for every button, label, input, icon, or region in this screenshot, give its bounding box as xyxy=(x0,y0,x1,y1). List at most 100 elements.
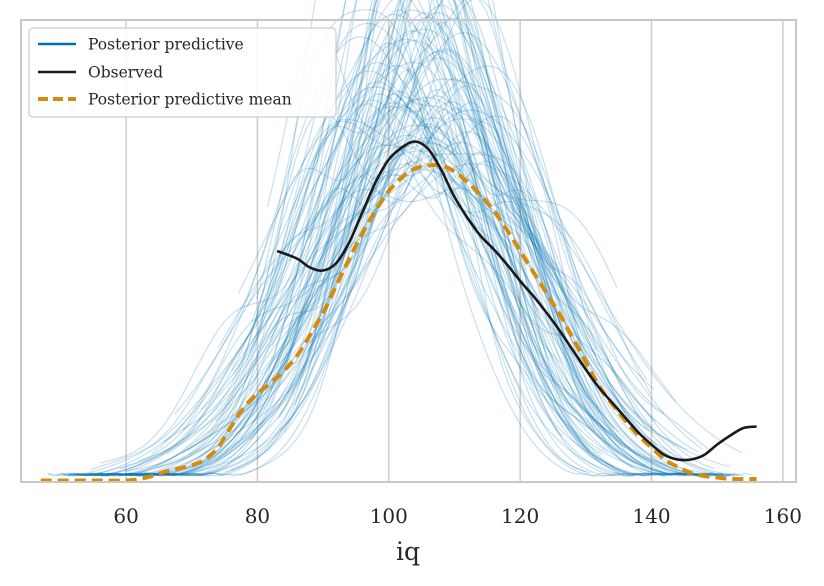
posterior-predictive-draw xyxy=(111,96,658,477)
posterior-predictive-draw xyxy=(125,86,613,473)
posterior-predictive-draw xyxy=(125,136,652,477)
posterior-predictive-draw xyxy=(99,103,744,476)
posterior-predictive-draw xyxy=(298,145,648,431)
posterior-predictive-draw xyxy=(84,140,703,477)
posterior-predictive-draw xyxy=(187,131,556,451)
legend: Posterior predictive Observed Posterior … xyxy=(28,27,337,118)
posterior-predictive-draw xyxy=(201,116,629,421)
posterior-predictive-draw xyxy=(289,81,671,476)
posterior-predictive-draw xyxy=(188,107,676,455)
posterior-predictive-draw xyxy=(223,57,730,477)
posterior-predictive-draw xyxy=(77,22,604,475)
posterior-predictive-draw xyxy=(279,78,583,432)
posterior-predictive-draw xyxy=(233,61,596,433)
posterior-predictive-draw xyxy=(67,20,601,477)
posterior-predictive-draw xyxy=(294,0,565,406)
posterior-predictive-draw xyxy=(230,0,711,477)
posterior-predictive-mean-line xyxy=(40,162,757,483)
posterior-predictive-draw xyxy=(70,0,669,477)
posterior-predictive-draw xyxy=(251,93,725,477)
x-tick-100: 100 xyxy=(370,504,408,528)
posterior-predictive-draw xyxy=(166,9,614,476)
posterior-predictive-draw xyxy=(294,0,703,476)
posterior-predictive-draw xyxy=(173,0,752,476)
posterior-predictive-draw xyxy=(269,39,606,427)
x-tick-labels: 60 80 100 120 140 160 xyxy=(113,504,802,528)
posterior-predictive-draw xyxy=(184,48,685,473)
posterior-predictive-draw xyxy=(283,0,725,477)
posterior-predictive-draw xyxy=(74,13,666,476)
posterior-predictive-draw xyxy=(63,161,597,477)
posterior-predictive-draw xyxy=(128,115,655,477)
plot-frame xyxy=(20,19,797,483)
posterior-predictive-draw xyxy=(96,85,715,476)
posterior-predictive-draw xyxy=(248,12,638,441)
posterior-predictive-draw xyxy=(47,12,646,477)
posterior-predictive-draw xyxy=(199,0,653,477)
x-tick-80: 80 xyxy=(245,504,270,528)
observed-line xyxy=(276,140,757,462)
posterior-predictive-draw xyxy=(119,150,620,470)
posterior-predictive-draw xyxy=(268,38,710,477)
posterior-predictive-draw xyxy=(60,68,725,477)
posterior-predictive-draw xyxy=(268,118,677,402)
posterior-predictive-draw xyxy=(308,94,599,409)
legend-label-observed: Observed xyxy=(88,64,163,82)
x-tick-160: 160 xyxy=(764,504,802,528)
posterior-predictive-draw xyxy=(87,0,620,477)
posterior-predictive-draw xyxy=(75,0,634,477)
posterior-predictive-draw xyxy=(231,105,601,414)
series-layer xyxy=(40,140,757,483)
posterior-predictive-draw xyxy=(224,0,620,473)
posterior-predictive-draw xyxy=(237,118,686,476)
posterior-predictive-draw xyxy=(162,88,610,446)
posterior-predictive-draw xyxy=(154,31,714,477)
posterior-predictive-draw xyxy=(100,30,627,477)
posterior-predictive-draw xyxy=(279,0,576,417)
posterior-predictive-draw xyxy=(89,134,563,476)
posterior-predictive-draw xyxy=(161,0,720,477)
posterior-predictive-draw xyxy=(90,90,636,471)
posterior-predictive-draw xyxy=(257,99,719,476)
x-tick-60: 60 xyxy=(113,504,138,528)
posterior-predictive-draw xyxy=(99,0,580,477)
posterior-predictive-draw xyxy=(124,0,631,477)
posterior-predictive-draw xyxy=(259,151,655,433)
posterior-predictive-draw xyxy=(88,0,563,477)
legend-label-posterior-predictive: Posterior predictive xyxy=(88,36,244,54)
posterior-predictive-draw xyxy=(174,144,648,468)
legend-box xyxy=(28,27,337,118)
posterior-predictive-draw xyxy=(215,0,636,477)
posterior-predictive-draw xyxy=(129,0,682,477)
posterior-predictive-draw xyxy=(252,16,739,477)
x-tick-120: 120 xyxy=(501,504,539,528)
posterior-predictive-draw xyxy=(91,0,591,477)
posterior-predictive-draw xyxy=(47,77,561,477)
posterior-predictive-draw xyxy=(187,109,648,477)
posterior-predictive-draw xyxy=(124,160,710,473)
posterior-predictive-draw xyxy=(223,163,743,454)
posterior-predictive-draw xyxy=(308,0,736,477)
posterior-predictive-draw xyxy=(271,168,699,453)
posterior-predictive-draw xyxy=(276,0,679,462)
posterior-predictive-draw xyxy=(68,0,706,477)
posterior-predictive-draw xyxy=(131,126,618,476)
posterior-predictive-draw xyxy=(151,36,651,477)
posterior-predictive-draw xyxy=(217,105,685,475)
posterior-predictive-draw xyxy=(294,61,670,477)
posterior-predictive-draw xyxy=(182,70,735,477)
x-tick-140: 140 xyxy=(632,504,670,528)
posterior-predictive-draw xyxy=(118,9,730,477)
posterior-predictive-draw xyxy=(306,98,623,441)
posterior-predictive-draw xyxy=(287,0,702,477)
posterior-predictive-draw xyxy=(128,0,596,477)
posterior-predictive-draw xyxy=(226,108,675,466)
posterior-predictive-draw xyxy=(137,187,730,468)
posterior-predictive-draw xyxy=(82,42,701,476)
posterior-predictive-draw xyxy=(68,64,608,476)
posterior-predictive-draw xyxy=(215,141,656,423)
x-axis-label: iq xyxy=(396,537,420,566)
posterior-predictive-draw xyxy=(154,0,687,477)
posterior-predictive-draw xyxy=(93,28,732,477)
